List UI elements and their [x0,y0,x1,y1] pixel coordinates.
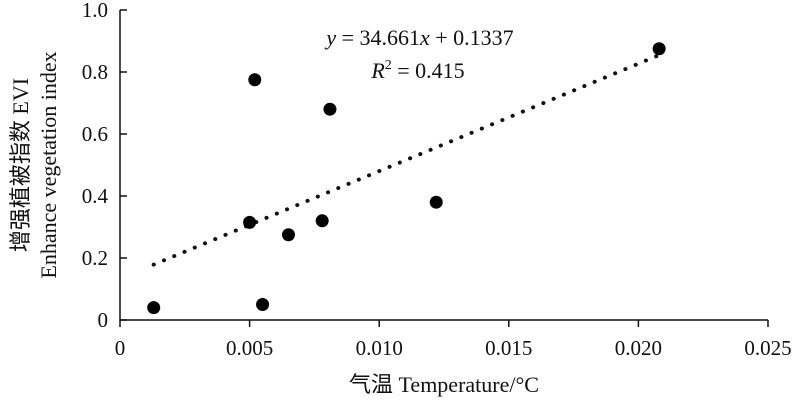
y-axis-title-line2: Enhance vegetation index [36,51,61,278]
data-points [147,42,666,315]
x-axis-title: 气温 Temperature/°C [349,372,539,397]
x-tick-label: 0.010 [356,336,403,360]
data-point [652,42,666,56]
data-point [429,195,443,209]
r-squared: R2 = 0.415 [370,58,464,83]
data-point [256,298,270,311]
y-axis-title: 增强植被指数 EVI Enhance vegetation index [8,51,61,278]
x-tick-label: 0.020 [615,336,662,360]
x-ticks: 0 0.005 0.010 0.015 0.020 0.025 [115,320,792,360]
data-point [248,73,262,87]
x-tick-label: 0.025 [744,336,791,360]
y-axis-title-line1: 增强植被指数 EVI [8,78,33,252]
x-tick-label: 0 [115,336,126,360]
x-tick-label: 0.005 [226,336,273,360]
y-tick-label: 0.2 [82,246,108,270]
data-point [281,228,295,242]
x-tick-label: 0.015 [485,336,532,360]
data-point [243,215,257,229]
y-tick-label: 0.4 [82,184,109,208]
trendline-dotted [151,53,662,267]
axes [119,10,768,321]
trendline [151,53,662,267]
data-point [147,301,161,315]
y-ticks: 0 0.2 0.4 0.6 0.8 1.0 [82,0,127,332]
y-tick-label: 0.6 [82,122,108,146]
y-tick-label: 0 [98,308,109,332]
data-point [323,102,337,116]
regression-equation: y = 34.661x + 0.1337 [324,25,513,50]
data-point [315,214,329,228]
y-tick-label: 0.8 [82,60,108,84]
y-tick-label: 1.0 [82,0,108,22]
